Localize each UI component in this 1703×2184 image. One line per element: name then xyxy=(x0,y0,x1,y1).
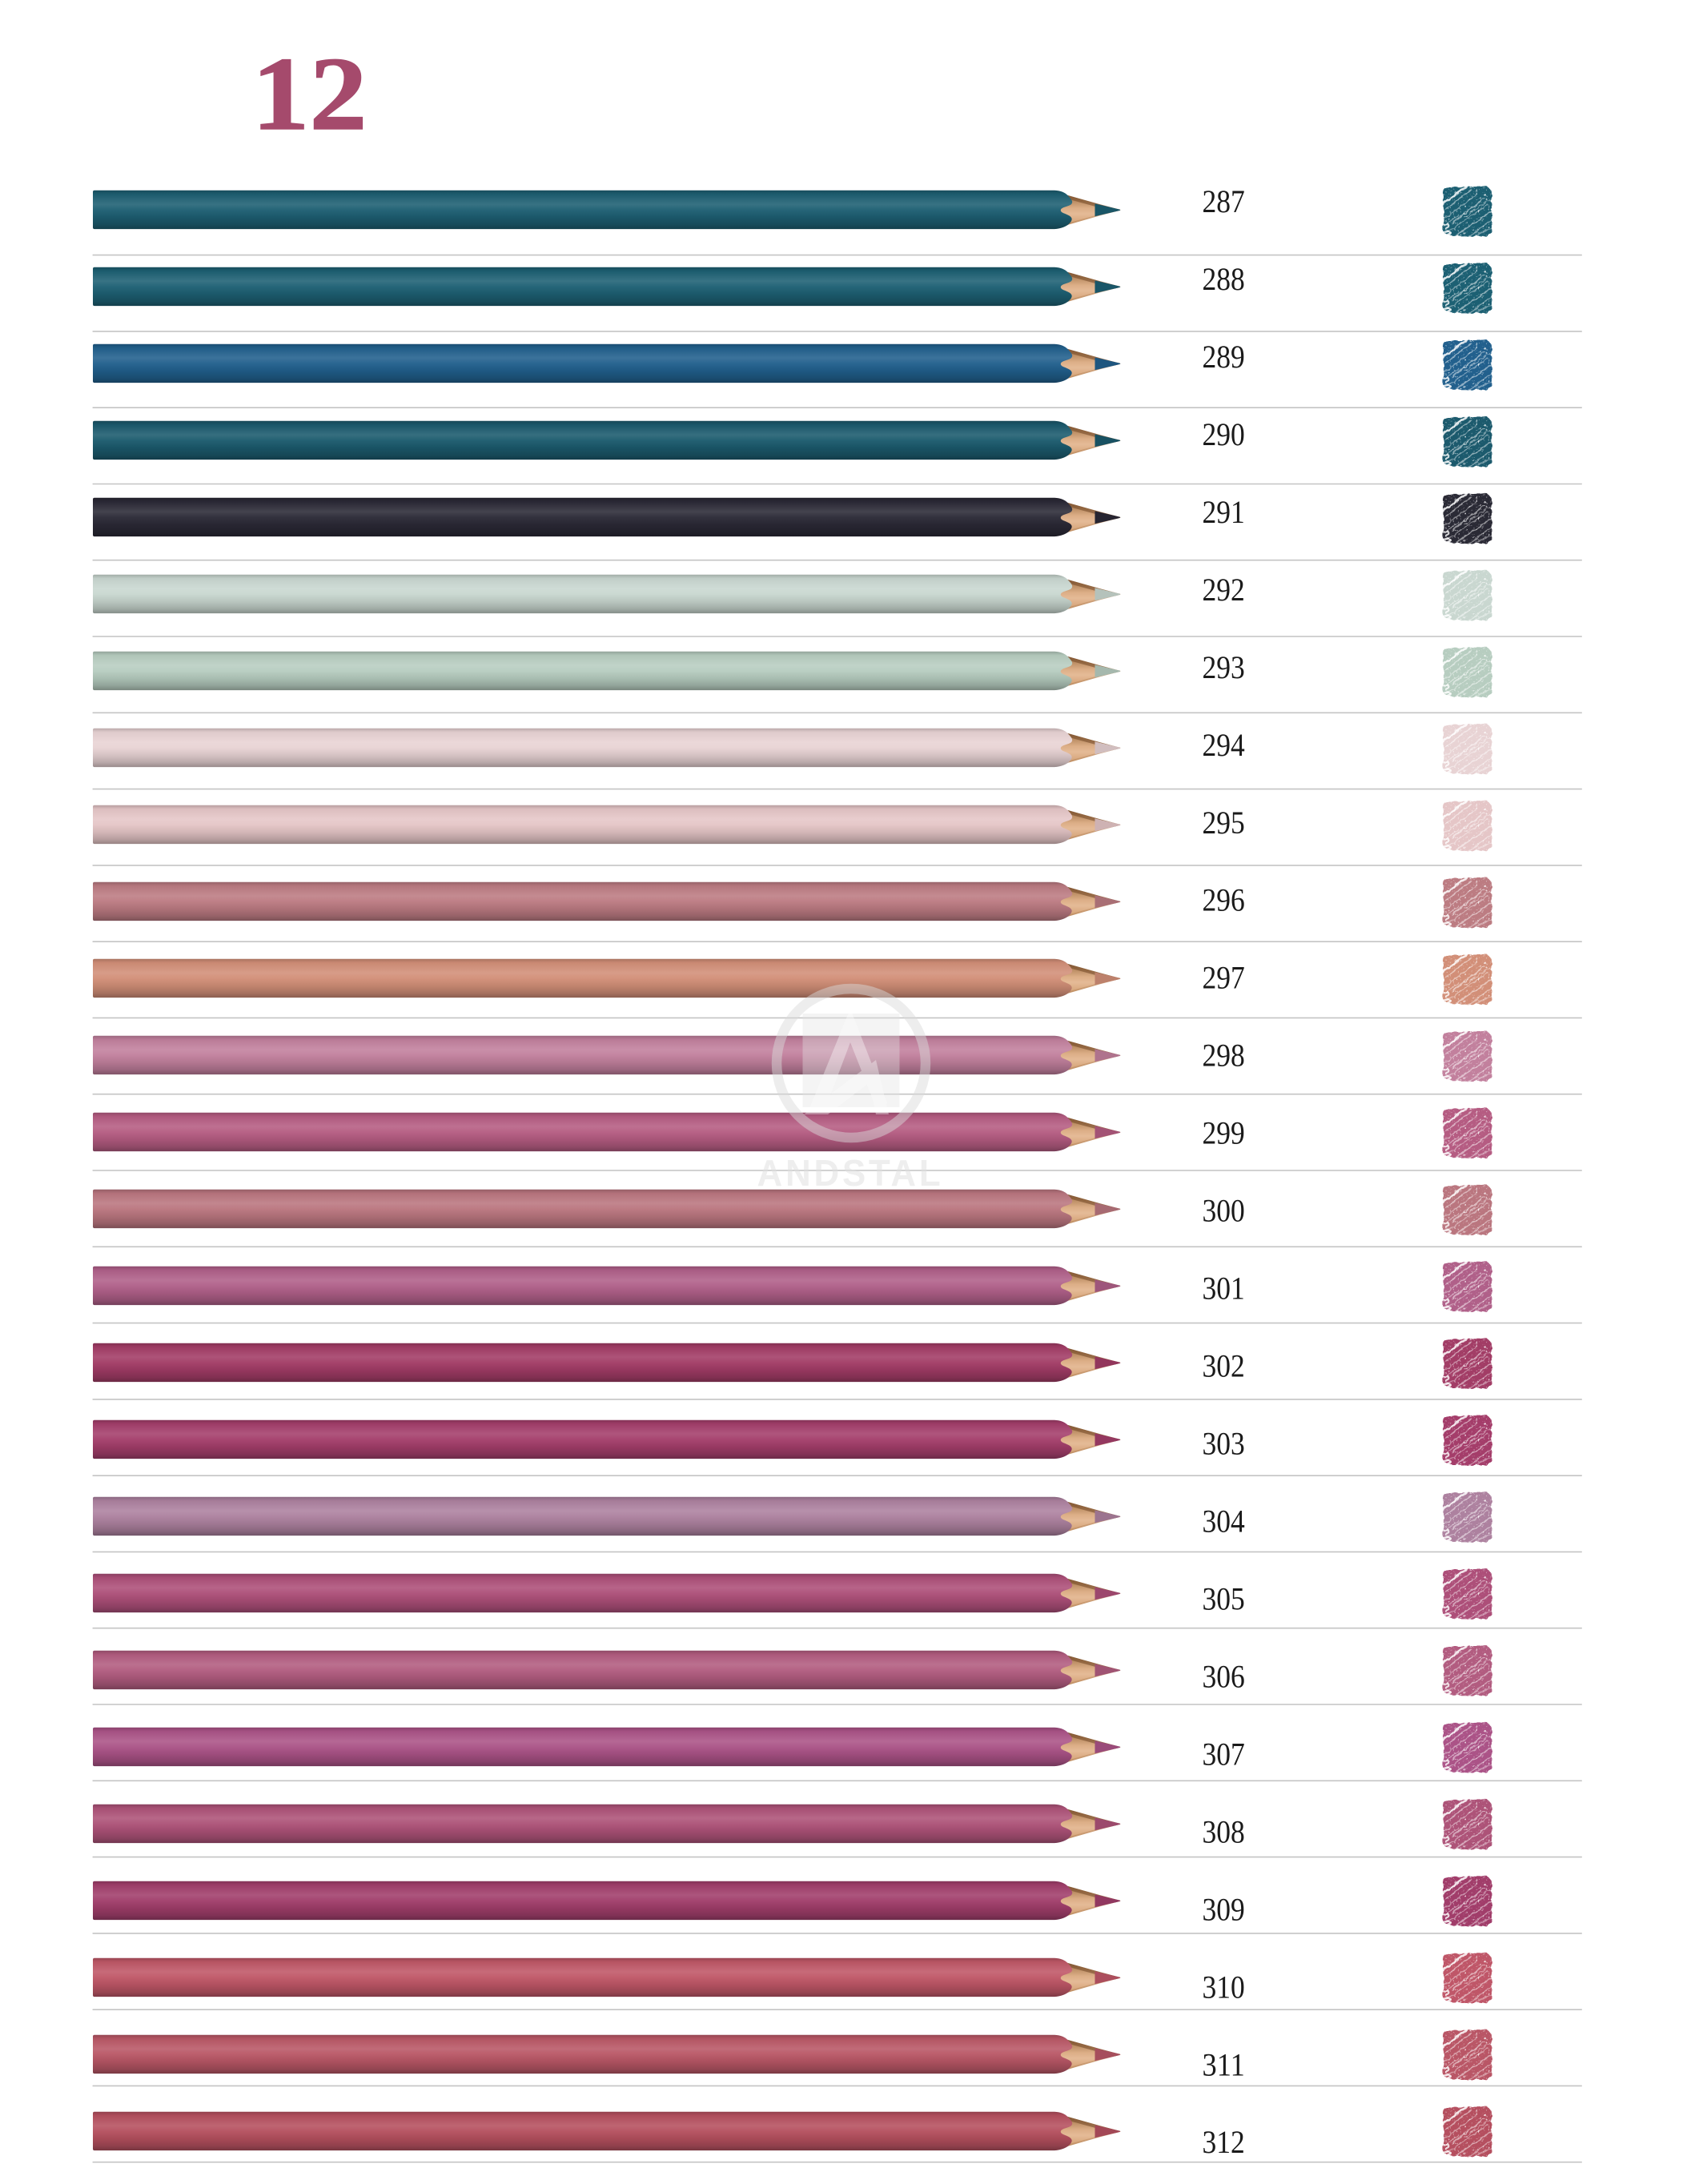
svg-text:301: 301 xyxy=(1203,1271,1245,1307)
svg-text:294: 294 xyxy=(1203,727,1245,763)
svg-text:305: 305 xyxy=(1203,1581,1245,1617)
svg-text:300: 300 xyxy=(1203,1193,1245,1229)
svg-text:295: 295 xyxy=(1203,805,1245,841)
svg-text:298: 298 xyxy=(1203,1038,1245,1074)
svg-text:291: 291 xyxy=(1203,494,1245,530)
svg-text:289: 289 xyxy=(1203,339,1245,375)
svg-text:311: 311 xyxy=(1203,2046,1245,2082)
svg-text:293: 293 xyxy=(1203,649,1245,685)
svg-text:292: 292 xyxy=(1203,572,1245,608)
svg-text:12: 12 xyxy=(252,36,368,152)
svg-text:303: 303 xyxy=(1203,1426,1245,1462)
svg-text:296: 296 xyxy=(1203,882,1245,918)
svg-text:312: 312 xyxy=(1203,2124,1245,2160)
svg-text:307: 307 xyxy=(1203,1736,1245,1772)
svg-text:ANDSTAL: ANDSTAL xyxy=(757,1152,944,1194)
svg-text:304: 304 xyxy=(1203,1504,1245,1540)
svg-text:310: 310 xyxy=(1203,1969,1245,2005)
svg-text:297: 297 xyxy=(1203,960,1245,996)
svg-text:302: 302 xyxy=(1203,1348,1245,1384)
svg-text:306: 306 xyxy=(1203,1658,1245,1694)
svg-text:290: 290 xyxy=(1203,416,1245,452)
svg-text:287: 287 xyxy=(1203,183,1245,219)
svg-text:299: 299 xyxy=(1203,1115,1245,1151)
svg-text:308: 308 xyxy=(1203,1813,1245,1849)
svg-text:309: 309 xyxy=(1203,1891,1245,1927)
svg-text:288: 288 xyxy=(1203,261,1245,297)
